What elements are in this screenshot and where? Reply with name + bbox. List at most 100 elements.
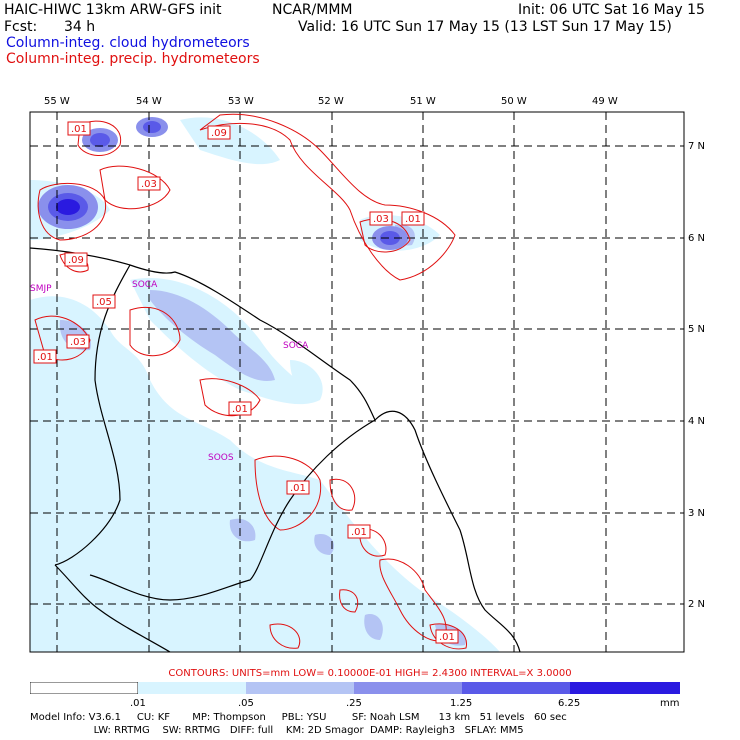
coast-line [374,410,521,653]
contour-label: .01 [37,352,53,363]
colorbar-bin [462,682,570,694]
cloud-shade-light [290,360,323,400]
lon-label: 52 W [318,96,344,107]
contour-labels: .01 .09 .03 .03 .01 .09 .05 .03 .01 .01 … [33,121,459,644]
cloud-shade-medium [229,518,256,542]
precip-contour [329,478,356,511]
contour-label-box [92,294,116,309]
region-label: SOCA [132,280,158,290]
contour-label-box [228,401,252,416]
precip-field-label: Column-integ. precip. hydrometeors [6,51,260,67]
precip-contour [269,623,301,649]
colorbar-bin [570,682,680,694]
precip-contours [34,113,467,650]
region-label: SOOS [208,453,234,463]
contour-label: .01 [71,124,87,135]
cloud-shading [30,117,500,652]
fcst-label: Fcst: [4,19,38,35]
colorbar [30,682,680,694]
colorbar-bin [246,682,354,694]
lat-lon-grid [30,112,684,652]
coast-line [29,247,376,421]
lat-label: 6 N [688,233,706,244]
contour-label: .09 [68,255,84,266]
colorbar-bin [354,682,462,694]
contour-label: .01 [351,527,367,538]
lon-label: 50 W [501,96,527,107]
colorbar-tick: .05 [238,698,254,709]
cloud-shade-light [30,296,500,652]
model-title: HAIC-HIWC 13km ARW-GFS init [4,2,222,18]
cloud-field-label: Column-integ. cloud hydrometeors [6,35,250,51]
contour-label-box [67,121,91,136]
coastline [29,247,521,653]
precip-contour [359,528,387,557]
center-name: NCAR/MMM [272,2,353,18]
contour-label-box [369,211,393,226]
contour-label-box [66,334,90,349]
cloud-core [56,199,80,215]
cloud-shade-medium [314,534,335,555]
lon-label: 55 W [44,96,70,107]
lat-label: 2 N [688,599,706,610]
region-label: SMJP [30,284,52,294]
precip-contour [199,378,261,417]
precip-contour [37,182,107,241]
contour-label: .03 [373,214,389,225]
lat-label: 7 N [688,141,706,152]
contour-label-box [64,252,88,267]
contours-info: CONTOURS: UNITS=mm LOW= 0.10000E-01 HIGH… [168,668,572,679]
contour-label: .01 [290,483,306,494]
colorbar-tick: 6.25 [558,698,581,709]
lon-label: 51 W [410,96,436,107]
contour-label-box [207,125,231,140]
map-frame [29,111,685,653]
precip-contour [77,120,122,156]
contour-label: .03 [70,337,86,348]
model-info-line2: LW: RRTMG SW: RRTMG DIFF: full KM: 2D Sm… [30,725,524,736]
precip-contour [429,623,467,650]
contour-label: .01 [405,214,421,225]
contour-label: .01 [232,404,248,415]
contour-label: .05 [96,297,112,308]
valid-time: Valid: 16 UTC Sun 17 May 15 (13 LST Sun … [298,19,672,35]
colorbar-tick: .25 [346,698,362,709]
contour-label-box [435,629,459,644]
init-time: Init: 06 UTC Sat 16 May 15 [518,2,705,18]
lat-label: 3 N [688,508,706,519]
fcst-hours: 34 h [64,19,96,35]
lon-label: 54 W [136,96,162,107]
contour-label: .01 [439,632,455,643]
precip-contour [129,306,181,357]
contour-label-box [347,524,371,539]
cloud-core [380,231,400,245]
precip-contour [254,455,322,531]
lon-label: 49 W [592,96,618,107]
precip-contour [99,165,171,210]
lat-label: 4 N [688,416,706,427]
precip-contour [339,589,359,613]
cloud-shade-medium [150,290,275,381]
lat-label: 5 N [688,324,706,335]
cloud-shade-medium [364,614,383,640]
colorbar-unit: mm [660,698,680,709]
precip-contour [199,113,456,281]
cloud-shade-light [180,117,280,165]
contour-label: .09 [211,128,227,139]
cloud-core [90,133,110,147]
cloud-core [143,121,161,133]
border-line [54,264,131,566]
contour-label-box [286,480,310,495]
model-info-line1: Model Info: V3.6.1 CU: KF MP: Thompson P… [30,712,567,723]
contour-label: .03 [141,179,157,190]
colorbar-bin [30,682,139,694]
contour-label-box [33,349,57,364]
colorbar-tick: .01 [130,698,146,709]
colorbar-bin [138,682,246,694]
lon-label: 53 W [228,96,254,107]
colorbar-tick: 1.25 [450,698,473,709]
contour-label-box [401,211,425,226]
border-line [89,419,376,601]
border-line [54,564,171,653]
